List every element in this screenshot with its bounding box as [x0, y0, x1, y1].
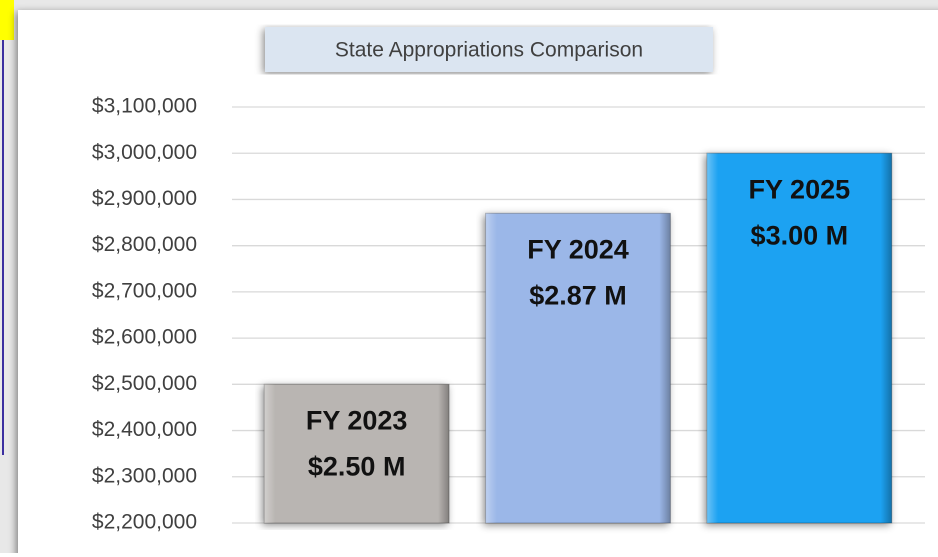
bar-value-label: $2.50 M [308, 451, 406, 481]
bar-value-label: $3.00 M [751, 220, 849, 250]
y-tick-label: $2,700,000 [92, 279, 197, 302]
chart-title: State Appropriations Comparison [335, 39, 643, 62]
title-box [265, 27, 713, 72]
y-tick-label: $3,100,000 [92, 95, 197, 118]
y-tick-label: $2,500,000 [92, 372, 197, 395]
plot: $2,200,000 $2,300,000 $2,400,000 $2,500,000… [92, 95, 925, 534]
bar-category-label: FY 2024 [527, 234, 629, 264]
background-highlight [0, 0, 14, 40]
bar-bevel [485, 213, 671, 524]
bar-bevel [706, 153, 892, 523]
y-tick-label: $2,900,000 [92, 187, 197, 210]
y-tick-label: $2,200,000 [92, 511, 197, 534]
y-tick-label: $2,300,000 [92, 464, 197, 487]
y-tick-label: $2,600,000 [92, 326, 197, 349]
bar-value-label: $2.87 M [529, 280, 627, 310]
y-tick-label: $3,000,000 [92, 141, 197, 164]
bar-category-label: FY 2025 [749, 174, 851, 204]
bar-bevel [264, 384, 450, 523]
bar-category-label: FY 2023 [306, 405, 408, 435]
y-tick-label: $2,800,000 [92, 233, 197, 256]
y-tick-label: $2,400,000 [92, 418, 197, 441]
